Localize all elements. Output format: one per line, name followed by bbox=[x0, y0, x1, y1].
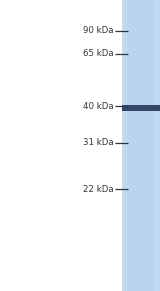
Bar bbox=[122, 105, 160, 111]
Text: 22 kDa: 22 kDa bbox=[83, 185, 114, 194]
Bar bbox=[154, 0, 160, 291]
Bar bbox=[122, 0, 160, 291]
Bar bbox=[122, 0, 127, 291]
Text: 31 kDa: 31 kDa bbox=[83, 138, 114, 147]
Text: 40 kDa: 40 kDa bbox=[83, 102, 114, 111]
Text: 65 kDa: 65 kDa bbox=[83, 49, 114, 58]
Text: 90 kDa: 90 kDa bbox=[83, 26, 114, 35]
